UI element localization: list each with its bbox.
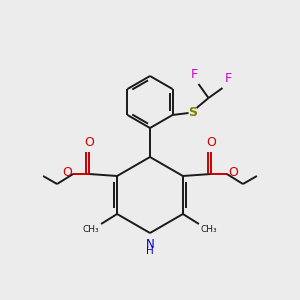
Text: F: F	[190, 68, 197, 81]
Text: N: N	[146, 238, 154, 251]
Text: H: H	[146, 246, 154, 256]
Text: CH₃: CH₃	[82, 225, 99, 234]
Text: CH₃: CH₃	[201, 225, 217, 234]
Text: O: O	[84, 136, 94, 149]
Text: O: O	[228, 167, 238, 179]
Text: S: S	[188, 106, 197, 118]
Text: F: F	[224, 72, 232, 85]
Text: O: O	[206, 136, 216, 149]
Text: O: O	[62, 167, 72, 179]
